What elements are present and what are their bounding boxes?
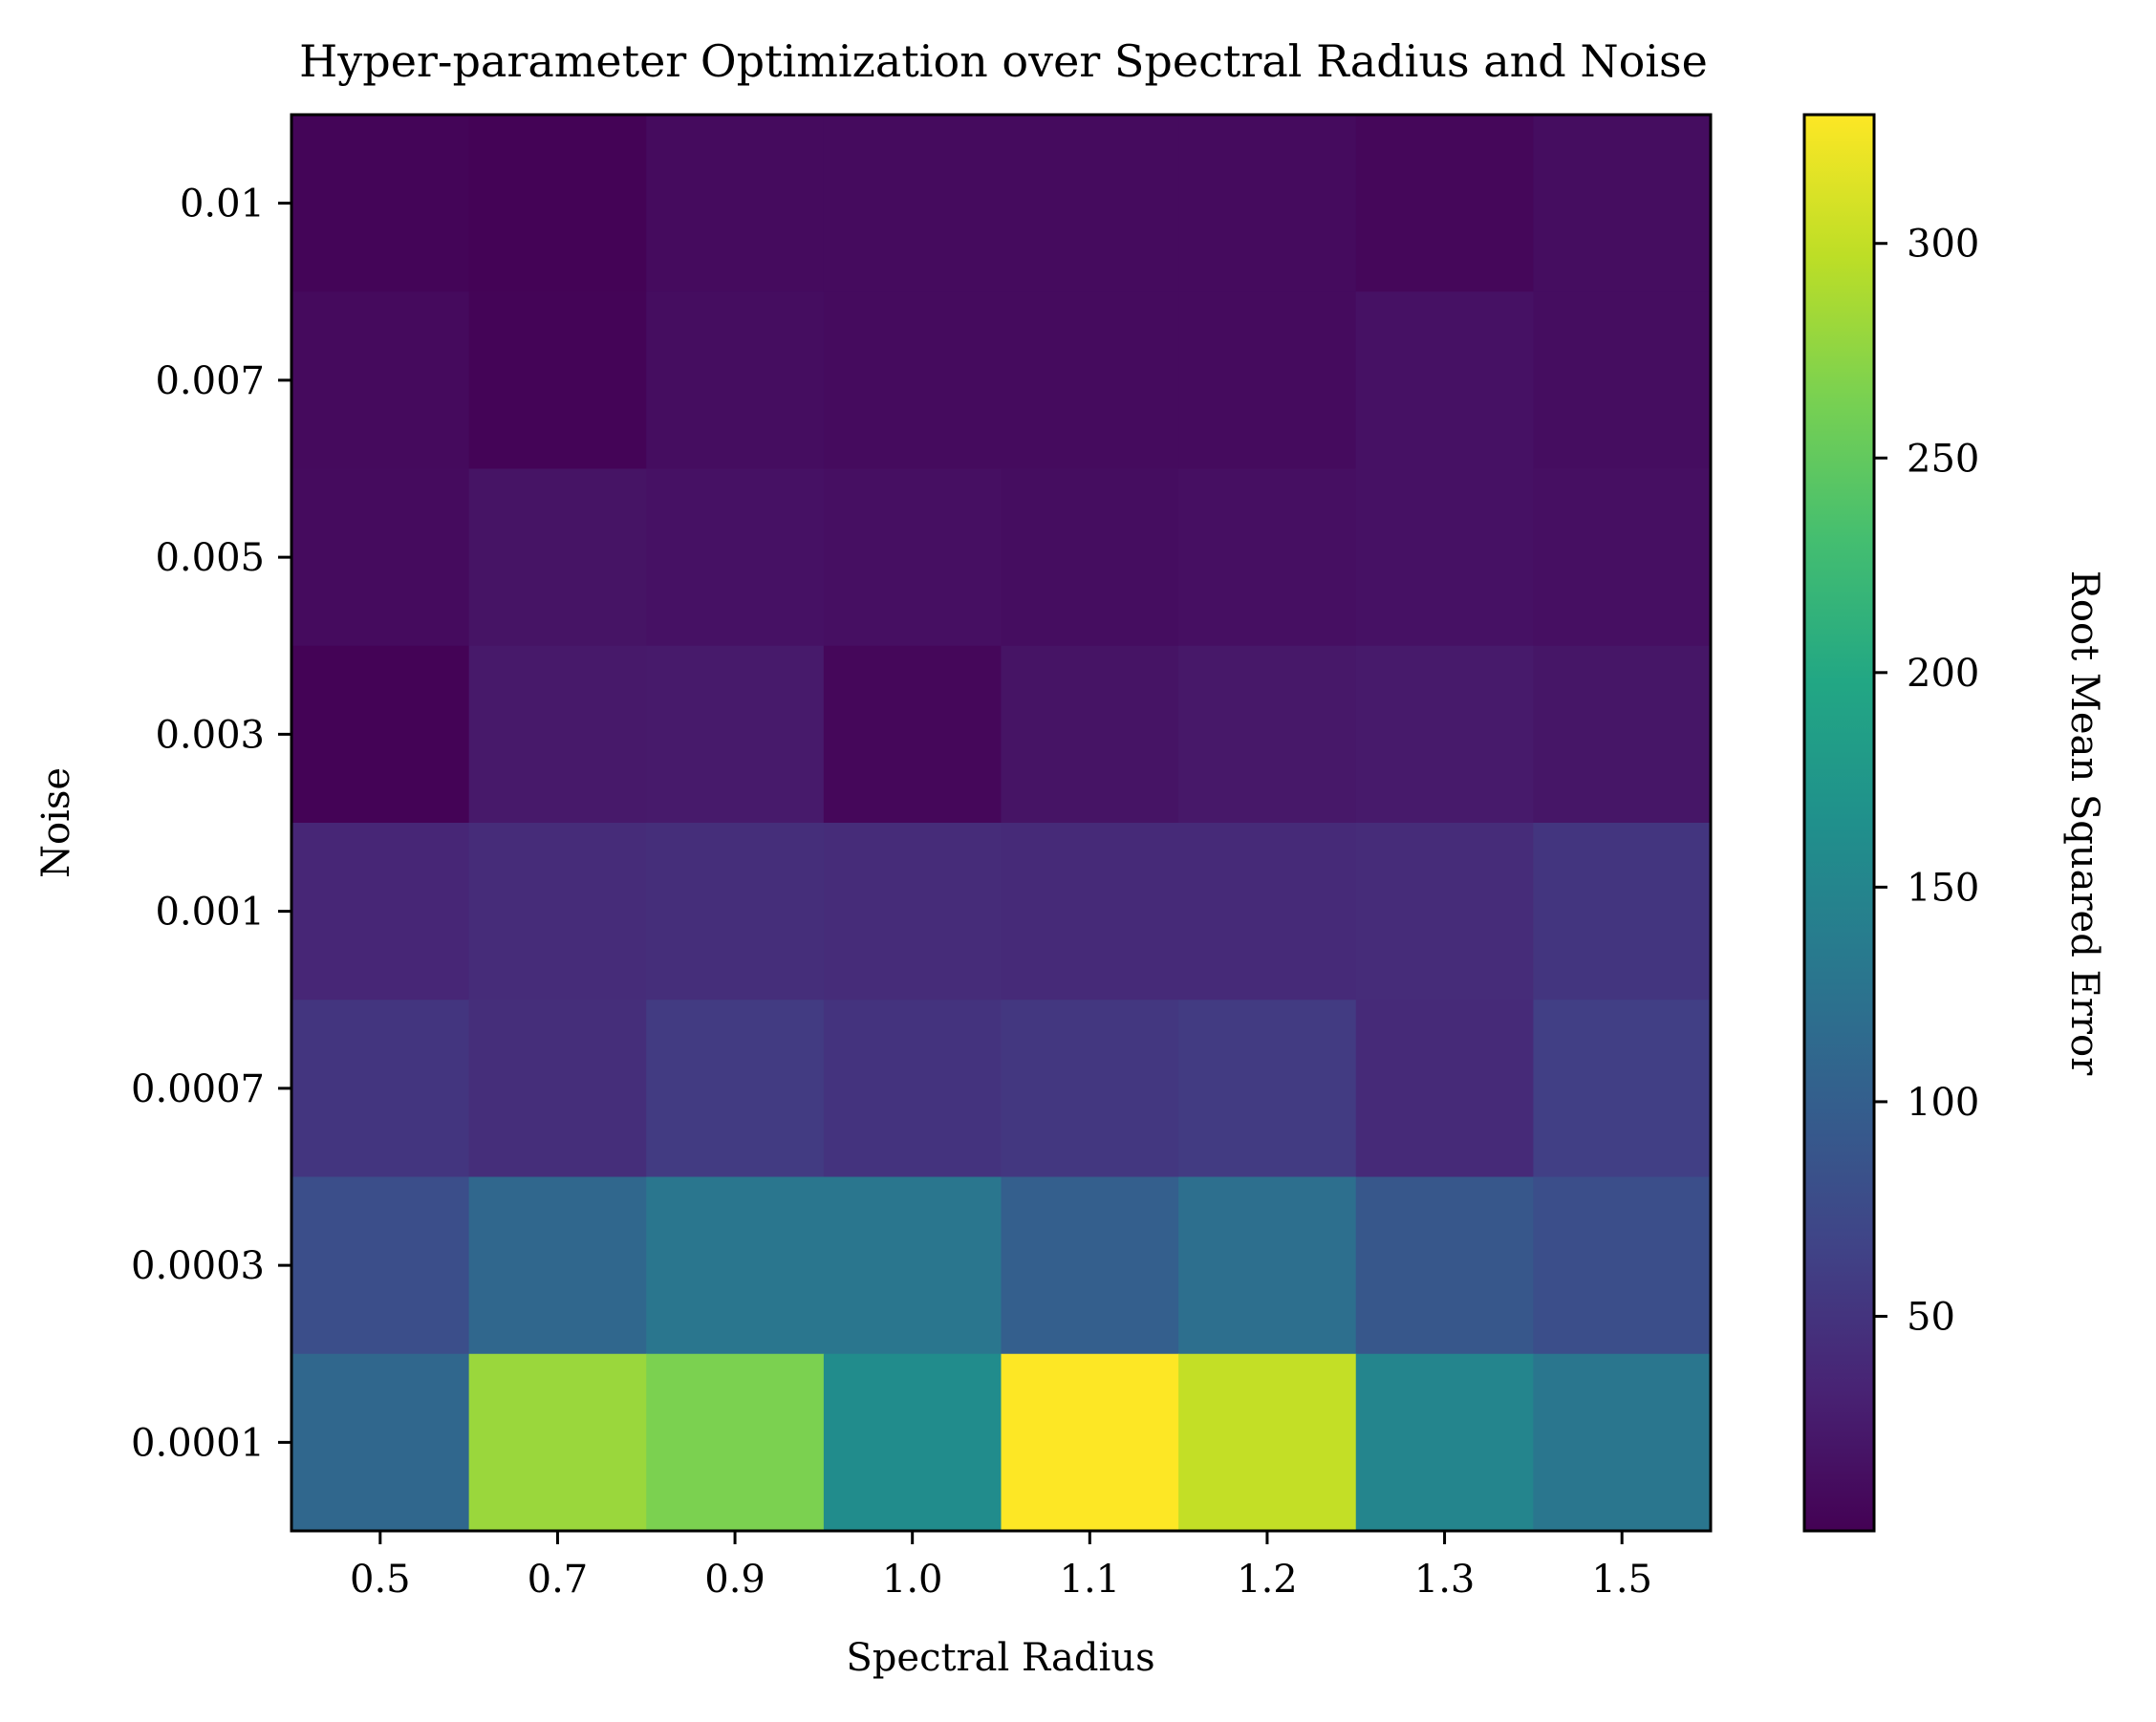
heatmap-cell (1001, 115, 1179, 292)
y-tick-label: 0.0001 (131, 1421, 265, 1465)
heatmap-cell (291, 1176, 470, 1355)
y-axis-label: Noise (34, 767, 78, 878)
heatmap-cell (468, 1353, 647, 1532)
heatmap-cell (1178, 1176, 1357, 1355)
colorbar-tick-label: 50 (1907, 1295, 1955, 1339)
heatmap-cell (1533, 1353, 1712, 1532)
colorbar-tick-label: 250 (1907, 437, 1979, 481)
heatmap-cell (291, 823, 470, 1001)
heatmap-cell (1355, 468, 1534, 647)
heatmap-cell (1178, 115, 1357, 292)
heatmap-cell (1355, 1176, 1534, 1355)
heatmap-cell (1533, 1000, 1712, 1178)
heatmap-cell (646, 1176, 825, 1355)
heatmap-cell (823, 468, 1003, 647)
y-tick-label: 0.005 (155, 536, 265, 580)
x-tick-label: 0.5 (350, 1558, 411, 1602)
heatmap-cell (646, 115, 825, 292)
y-axis-ticks: 0.01 0.007 0.005 0.003 0.001 0.0007 0.0003 0.00… (131, 183, 291, 1465)
heatmap-cell (1178, 1353, 1357, 1532)
colorbar-tick-label: 100 (1907, 1081, 1979, 1125)
heatmap-cell (1178, 1000, 1357, 1178)
x-tick-label: 0.9 (704, 1558, 765, 1602)
y-tick-label: 0.0003 (131, 1244, 265, 1288)
heatmap-cell (1001, 1176, 1179, 1355)
heatmap-cell (468, 1176, 647, 1355)
y-tick-label: 0.0007 (131, 1067, 265, 1111)
x-axis-ticks: 0.5 0.7 0.9 1.0 1.1 1.2 1.3 1.5 (350, 1531, 1652, 1602)
heatmap-cell (468, 115, 647, 292)
heatmap-cell (1355, 823, 1534, 1001)
heatmap-cell (291, 1353, 470, 1532)
x-axis-label: Spectral Radius (846, 1636, 1154, 1680)
heatmap-cell (468, 645, 647, 824)
heatmap-cell (646, 1353, 825, 1532)
heatmap-cell (1001, 645, 1179, 824)
heatmap-cell (1355, 645, 1534, 824)
heatmap-cell (1001, 1353, 1179, 1532)
x-tick-label: 1.5 (1591, 1558, 1652, 1602)
heatmap-cell (291, 1000, 470, 1178)
x-tick-label: 1.0 (882, 1558, 943, 1602)
heatmap-cell (823, 291, 1003, 470)
heatmap-cell (291, 645, 470, 824)
heatmap-cell (646, 823, 825, 1001)
heatmap-cell (646, 645, 825, 824)
colorbar (1802, 113, 1876, 1533)
heatmap-cell (823, 1176, 1003, 1355)
x-tick-label: 1.2 (1237, 1558, 1298, 1602)
heatmap-cell (1533, 115, 1712, 292)
heatmap-cell (1355, 1353, 1534, 1532)
chart-title: Hyper-parameter Optimization over Spectr… (299, 35, 1708, 87)
heatmap-cell (1178, 291, 1357, 470)
heatmap-cell (468, 291, 647, 470)
heatmap-cell (1178, 468, 1357, 647)
heatmap-cell (1355, 291, 1534, 470)
heatmap-cell (1001, 291, 1179, 470)
heatmap-cell (1178, 823, 1357, 1001)
heatmap-cell (291, 115, 470, 292)
y-tick-label: 0.003 (155, 713, 265, 757)
heatmap-cell (823, 1353, 1003, 1532)
heatmap-cell (823, 1000, 1003, 1178)
colorbar-label: Root Mean Squared Error (2062, 570, 2106, 1076)
heatmap-cell (291, 468, 470, 647)
x-tick-label: 1.1 (1060, 1558, 1121, 1602)
heatmap-cell (646, 1000, 825, 1178)
colorbar-tick-label: 300 (1907, 223, 1979, 267)
y-tick-label: 0.001 (155, 891, 265, 935)
plot-frame (290, 113, 1713, 1533)
heatmap-cell (468, 468, 647, 647)
heatmap-cell (1001, 823, 1179, 1001)
heatmap-cell (1533, 291, 1712, 470)
heatmap-cell (468, 1000, 647, 1178)
heatmap-cell (1001, 1000, 1179, 1178)
colorbar-ticks: 50 100 150 200 250 300 (1874, 223, 1979, 1339)
y-tick-label: 0.01 (180, 183, 265, 226)
x-tick-label: 0.7 (528, 1558, 589, 1602)
heatmap-cell (1178, 645, 1357, 824)
heatmap-cell (1533, 1176, 1712, 1355)
heatmap-cell (1533, 645, 1712, 824)
heatmap-cell (823, 823, 1003, 1001)
x-tick-label: 1.3 (1414, 1558, 1476, 1602)
heatmap-cell (823, 115, 1003, 292)
heatmap-cell (1001, 468, 1179, 647)
heatmap-cell (646, 468, 825, 647)
heatmap-cell (291, 291, 470, 470)
heatmap-cell (1355, 1000, 1534, 1178)
heatmap-cell (823, 645, 1003, 824)
heatmap-cell (468, 823, 647, 1001)
colorbar-tick-label: 200 (1907, 652, 1979, 696)
heatmap-cell (1533, 823, 1712, 1001)
heatmap-cell (1533, 468, 1712, 647)
heatmap-cell (646, 291, 825, 470)
colorbar-tick-label: 150 (1907, 866, 1979, 910)
heatmap-cell (1355, 115, 1534, 292)
heatmap-cells (291, 115, 1712, 1532)
y-tick-label: 0.007 (155, 359, 265, 403)
